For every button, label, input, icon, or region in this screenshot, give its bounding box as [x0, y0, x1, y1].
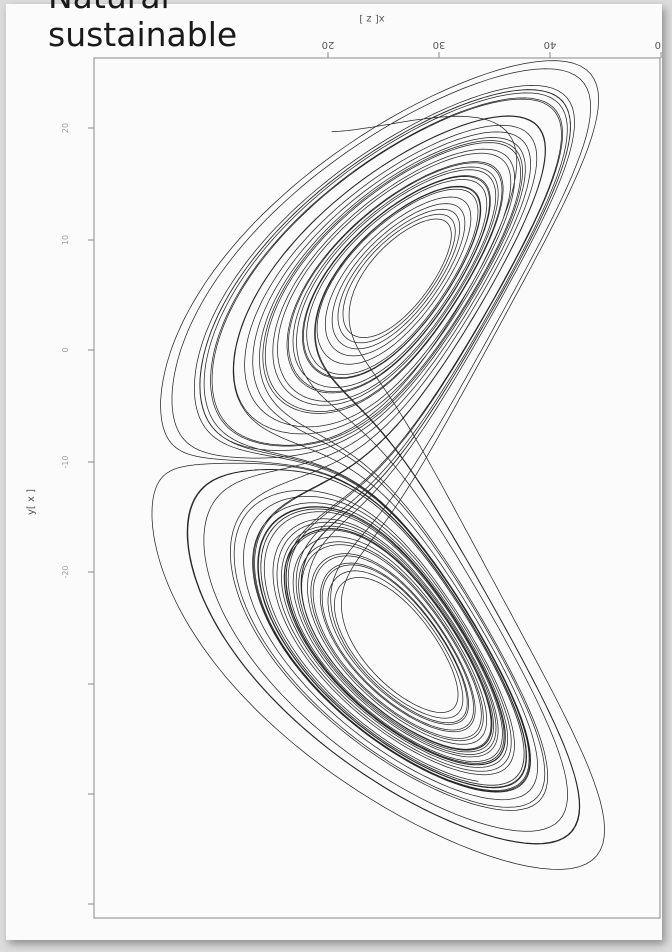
- top-tick-label: 20: [322, 39, 335, 50]
- series-layer: [151, 60, 605, 870]
- chart-paper: x[ z ] y[ x ] 20 30 40 50 20 10 0 -10 -20 Natur…: [6, 0, 667, 940]
- top-axis-label: x[ z ]: [359, 13, 384, 24]
- left-tick-label: -20: [61, 565, 70, 578]
- left-axis-label: y[ x ]: [26, 489, 37, 515]
- left-axis-ticks: 20 10 0 -10 -20: [61, 123, 94, 905]
- top-tick-label: 50: [655, 39, 662, 50]
- left-tick-label: -10: [61, 455, 70, 468]
- left-tick-label: 10: [61, 235, 70, 245]
- lorenz-attractor-chart: x[ z ] y[ x ] 20 30 40 50 20 10 0 -10 -20: [26, 13, 667, 919]
- top-axis-ticks: 20 30 40 50: [322, 39, 667, 58]
- top-tick-label: 30: [433, 39, 446, 50]
- plot-frame: [93, 57, 661, 919]
- lorenz-trajectory-line: [151, 60, 605, 870]
- left-tick-label: 0: [61, 347, 70, 352]
- overlay-caption: Natural sustainable: [48, 0, 238, 54]
- top-tick-label: 40: [544, 39, 557, 50]
- left-tick-label: 20: [61, 123, 70, 133]
